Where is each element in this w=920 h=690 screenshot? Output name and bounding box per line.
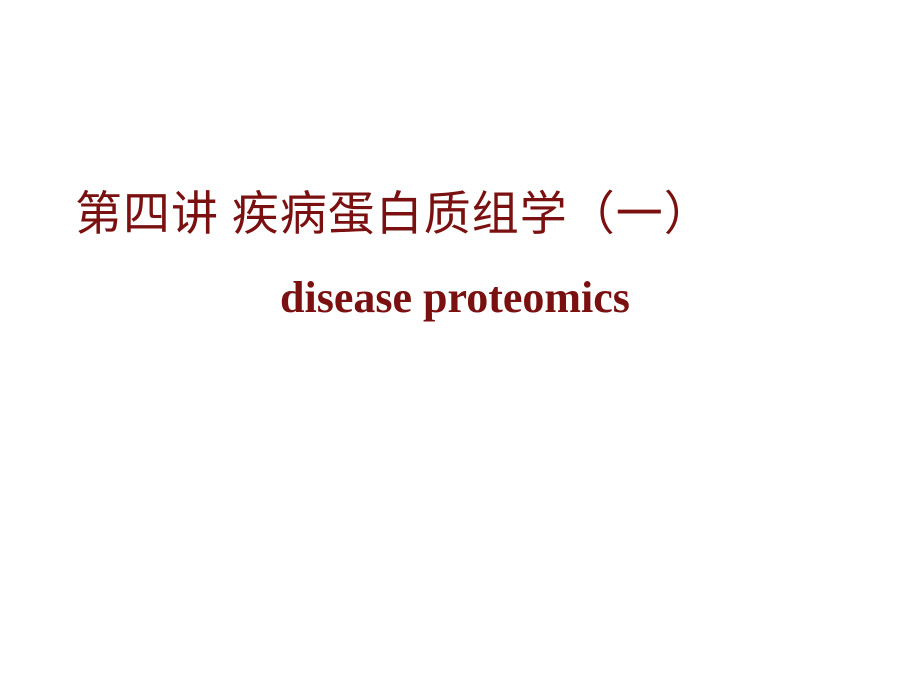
slide-subtitle: disease proteomics <box>60 272 860 323</box>
slide-container: 第四讲 疾病蛋白质组学（一） disease proteomics <box>0 0 920 690</box>
slide-title: 第四讲 疾病蛋白质组学（一） <box>60 175 860 244</box>
